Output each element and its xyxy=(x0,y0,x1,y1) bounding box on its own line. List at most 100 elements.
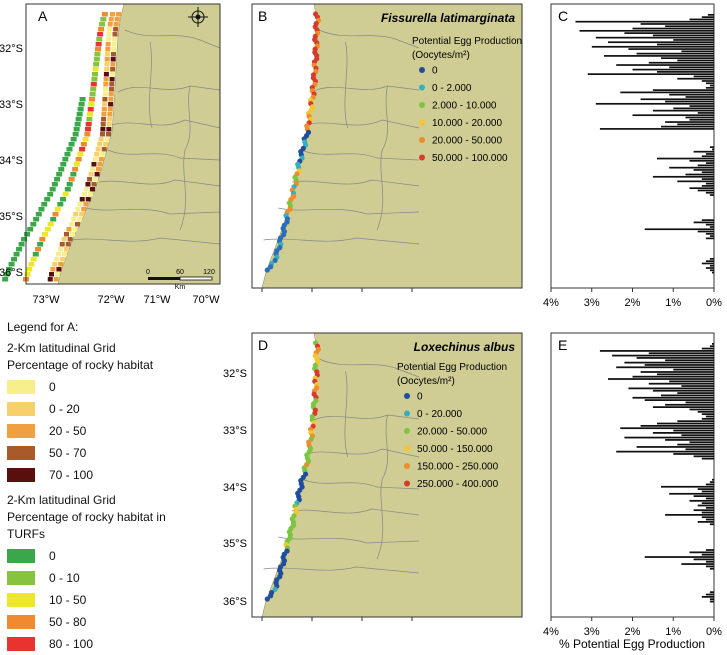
grid-cell-rocky xyxy=(105,47,111,52)
grid-cell-turf xyxy=(59,197,66,202)
grid-cell-turf xyxy=(95,47,102,52)
grid-cell-rocky xyxy=(65,242,71,247)
bar xyxy=(689,408,714,411)
tick-label: 4% xyxy=(543,297,559,309)
grid-cell-rocky xyxy=(100,132,105,137)
region-border-line xyxy=(98,179,221,187)
grid-cell-turf xyxy=(16,247,23,252)
legend-row: 10 - 50 xyxy=(7,589,244,611)
tick-label: 3% xyxy=(584,297,600,309)
grid-cell-rocky xyxy=(102,97,108,102)
grid-cell-rocky xyxy=(113,22,119,27)
grid-cell-rocky xyxy=(52,262,58,267)
egg-production-coastline xyxy=(264,11,321,273)
bar xyxy=(707,14,714,16)
grid-cell-turf xyxy=(11,257,18,262)
bar xyxy=(709,258,714,260)
grid-cell-rocky xyxy=(47,277,53,282)
legend-class-label: 70 - 100 xyxy=(49,468,94,482)
grid-cell-rocky xyxy=(101,147,107,152)
bar xyxy=(701,178,714,180)
legend-class-label: 0 xyxy=(49,549,56,563)
grid-cell-rocky xyxy=(104,137,110,142)
bar xyxy=(689,159,714,162)
panel-b-map: B Fissurella latimarginata Potential Egg… xyxy=(251,3,523,292)
legend-swatch xyxy=(7,424,35,438)
bars xyxy=(575,14,715,274)
grid-cell-turf xyxy=(94,52,101,57)
bar xyxy=(681,434,714,437)
bar xyxy=(636,357,714,359)
legend-a-grid1-heading: 2-Km latitudinal Grid Percentage of rock… xyxy=(7,340,244,374)
legend-swatch xyxy=(7,549,35,563)
grid-cell-turf xyxy=(95,42,102,47)
grid-cell-turf xyxy=(85,127,92,132)
grid-cell-rocky xyxy=(106,32,112,37)
bar xyxy=(705,260,715,263)
bar xyxy=(632,114,714,117)
bar xyxy=(701,16,714,18)
panel-letter-b: B xyxy=(258,8,267,24)
legend-class-label: 0 - 10 xyxy=(49,571,80,585)
legend-text: 2-Km latitudinal Grid xyxy=(7,341,116,355)
grid-cell-rocky xyxy=(109,87,115,92)
grid-cell-turf xyxy=(92,72,99,77)
bar xyxy=(701,490,714,493)
legend-title: Potential Egg Production xyxy=(397,362,507,373)
legend-class-label: 80 - 100 xyxy=(49,637,94,651)
grid-cell-turf xyxy=(21,237,28,242)
bar xyxy=(709,345,714,348)
tick-label: 2% xyxy=(625,626,641,638)
legend-swatch xyxy=(7,571,35,585)
grid-cell-rocky xyxy=(53,277,59,282)
grid-cell-rocky xyxy=(104,62,110,67)
grid-cell-rocky xyxy=(100,127,106,132)
region-border-line xyxy=(124,29,221,49)
grid-cell-rocky xyxy=(85,197,91,202)
bar xyxy=(604,55,714,57)
bar xyxy=(697,504,714,507)
bar xyxy=(661,125,714,128)
legend-unit: (Oocytes/m²) xyxy=(412,50,470,61)
grid-cell-turf xyxy=(80,142,87,147)
grid-cell-rocky xyxy=(93,177,99,182)
grid-cell-rocky xyxy=(110,57,116,62)
bar xyxy=(677,180,714,183)
grid-cell-turf xyxy=(93,57,100,62)
bar xyxy=(701,185,714,187)
grid-cell-rocky xyxy=(75,222,80,227)
bar xyxy=(705,86,715,89)
grid-cell-rocky xyxy=(110,12,115,17)
grid-cell-turf xyxy=(51,182,58,187)
grid-cell-turf xyxy=(35,212,42,217)
bar xyxy=(701,155,714,158)
bar xyxy=(677,77,714,80)
grid-cell-turf xyxy=(86,117,93,122)
region-border-line xyxy=(278,207,420,215)
grid-cell-turf xyxy=(54,207,61,212)
species-name: Fissurella latimarginata xyxy=(381,11,515,25)
legend-row: 50 - 70 xyxy=(7,442,244,464)
grid-cell-rocky xyxy=(94,152,100,157)
bar xyxy=(701,553,714,556)
grid-cell-rocky xyxy=(87,177,93,182)
grid-cell-rocky xyxy=(75,207,81,212)
region-border-line xyxy=(291,508,420,516)
grid-cell-turf xyxy=(85,122,92,127)
bar xyxy=(677,123,714,126)
bar xyxy=(640,424,714,427)
grid-cell-rocky xyxy=(104,57,110,62)
legend-class-label: 2.000 - 10.000 xyxy=(432,101,497,112)
grid-cell-turf xyxy=(73,162,80,167)
bar xyxy=(693,495,714,498)
grid-cell-turf xyxy=(77,152,84,157)
grid-cell-turf xyxy=(8,262,15,267)
bar xyxy=(689,499,714,502)
panel-c-bar-chart: C 4% 3% 2% 1% 0% xyxy=(543,3,722,309)
bar xyxy=(681,50,714,53)
bar xyxy=(661,394,714,397)
grid-cell-rocky xyxy=(50,267,56,272)
bar xyxy=(709,523,714,526)
bar xyxy=(624,32,715,34)
legend-dot xyxy=(404,445,410,452)
